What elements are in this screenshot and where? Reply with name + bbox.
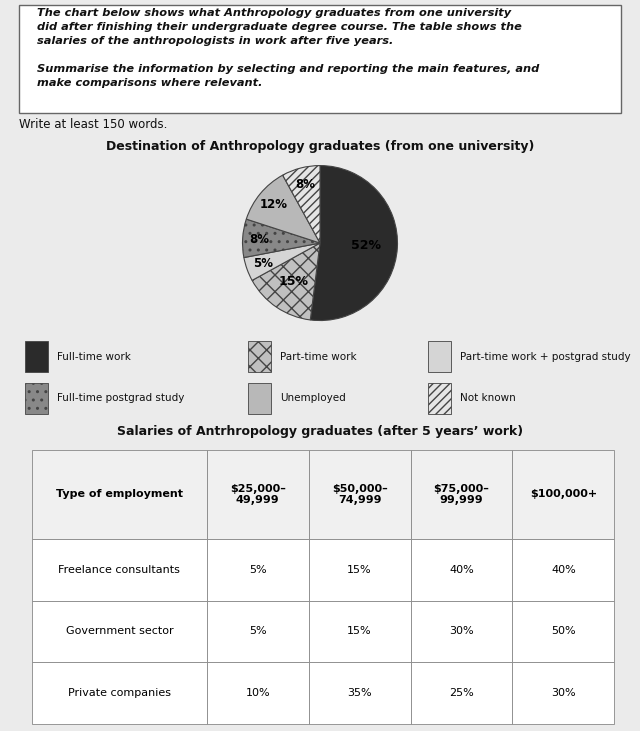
FancyBboxPatch shape	[248, 383, 271, 414]
FancyBboxPatch shape	[19, 5, 621, 113]
Text: Part-time work: Part-time work	[280, 352, 356, 362]
Text: Part-time work + postgrad study: Part-time work + postgrad study	[460, 352, 631, 362]
FancyBboxPatch shape	[25, 383, 48, 414]
Text: 12%: 12%	[259, 198, 287, 211]
Wedge shape	[243, 219, 320, 257]
FancyBboxPatch shape	[248, 341, 271, 372]
Wedge shape	[246, 175, 320, 243]
Wedge shape	[310, 165, 397, 320]
Text: Write at least 150 words.: Write at least 150 words.	[19, 118, 168, 131]
Text: 5%: 5%	[253, 257, 273, 270]
Wedge shape	[252, 243, 320, 320]
Text: Full-time work: Full-time work	[57, 352, 131, 362]
Text: 8%: 8%	[295, 178, 315, 191]
Text: Destination of Anthropology graduates (from one university): Destination of Anthropology graduates (f…	[106, 140, 534, 153]
Text: Unemployed: Unemployed	[280, 393, 346, 404]
Wedge shape	[283, 165, 320, 243]
Text: Not known: Not known	[460, 393, 516, 404]
FancyBboxPatch shape	[428, 383, 451, 414]
Text: 52%: 52%	[351, 240, 381, 252]
FancyBboxPatch shape	[428, 341, 451, 372]
Text: Full-time postgrad study: Full-time postgrad study	[57, 393, 184, 404]
Text: 8%: 8%	[250, 232, 269, 246]
Text: The chart below shows what Anthropology graduates from one university
did after : The chart below shows what Anthropology …	[37, 8, 540, 88]
Wedge shape	[244, 243, 320, 281]
Text: 15%: 15%	[279, 275, 309, 288]
FancyBboxPatch shape	[25, 341, 48, 372]
Text: Salaries of Antrhropology graduates (after 5 years’ work): Salaries of Antrhropology graduates (aft…	[117, 425, 523, 438]
